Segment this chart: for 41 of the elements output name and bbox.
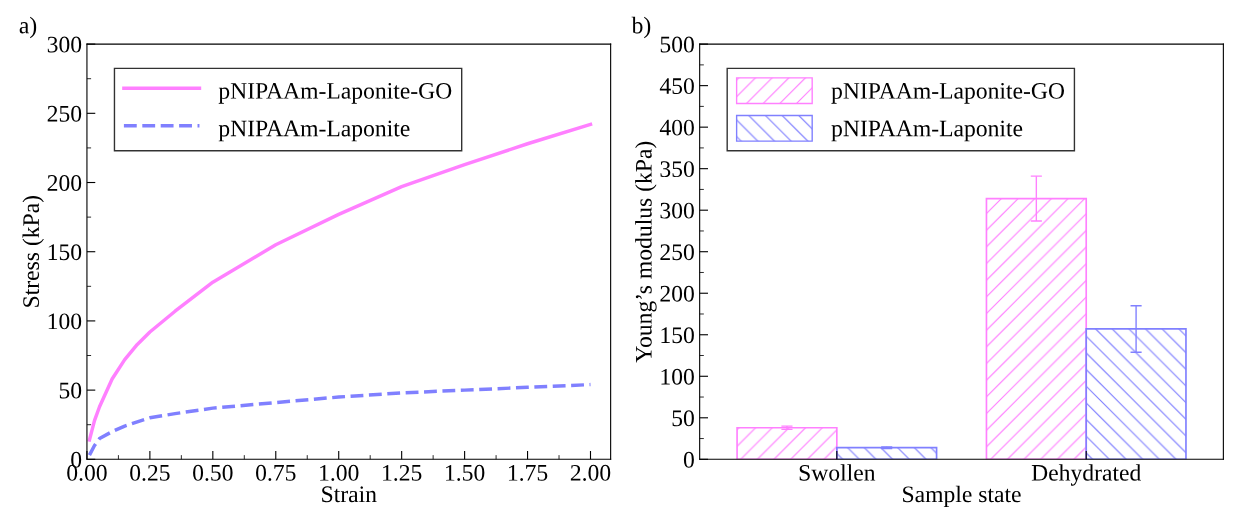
legend-label: pNIPAAm-Laponite-GO bbox=[831, 82, 1065, 104]
x-tick-label: 0.50 bbox=[193, 464, 233, 481]
y-tick-label: 50 bbox=[672, 410, 694, 427]
y-tick-label: 300 bbox=[47, 36, 82, 53]
legend-label: pNIPAAm-Laponite-GO bbox=[218, 82, 452, 104]
bar bbox=[835, 446, 938, 460]
y-tick-label: 50 bbox=[59, 382, 82, 399]
y-tick-label: 250 bbox=[660, 244, 694, 261]
legend-label: pNIPAAm-Laponite bbox=[831, 120, 1023, 142]
y-tick-label: 400 bbox=[659, 119, 694, 136]
y-tick-label: 100 bbox=[661, 368, 694, 385]
y-tick-label: 300 bbox=[660, 202, 694, 219]
x-tick-label: 0.25 bbox=[130, 464, 170, 481]
x-tick-label: 1.75 bbox=[508, 464, 548, 481]
y-tick-label: 150 bbox=[48, 244, 82, 261]
y-tick-label: 450 bbox=[659, 78, 694, 95]
line-series bbox=[87, 122, 593, 442]
bar bbox=[736, 426, 838, 460]
y-tick-label: 350 bbox=[660, 161, 694, 178]
x-tick-label: 0.75 bbox=[256, 464, 296, 481]
x-tick-label: 2.00 bbox=[570, 464, 611, 481]
text: a) bbox=[19, 16, 37, 39]
line-series bbox=[87, 382, 593, 457]
x-tick-label: 1.25 bbox=[383, 464, 422, 481]
text: b) bbox=[631, 16, 651, 39]
legend-label: pNIPAAm-Laponite bbox=[218, 120, 410, 142]
x-tick-label: Swollen bbox=[799, 464, 876, 481]
y-axis-title: Stress (kPa) bbox=[22, 196, 44, 307]
y-tick-label: 200 bbox=[660, 285, 694, 302]
x-tick-label: 1.00 bbox=[320, 464, 359, 481]
x-tick-label: Dehydrated bbox=[1031, 464, 1141, 486]
y-tick-label: 500 bbox=[660, 36, 694, 53]
x-axis-title: Strain bbox=[322, 486, 377, 503]
y-tick-label: 150 bbox=[661, 327, 694, 344]
x-axis-title: Sample state bbox=[903, 485, 1021, 508]
y-tick-label: 250 bbox=[47, 105, 82, 122]
y-axis-title: Young’s modulus (kPa) bbox=[635, 141, 657, 363]
y-tick-label: 100 bbox=[48, 313, 82, 330]
x-tick-label: 1.50 bbox=[446, 464, 485, 481]
y-tick-label: 0 bbox=[683, 451, 694, 468]
y-tick-label: 200 bbox=[47, 175, 82, 191]
